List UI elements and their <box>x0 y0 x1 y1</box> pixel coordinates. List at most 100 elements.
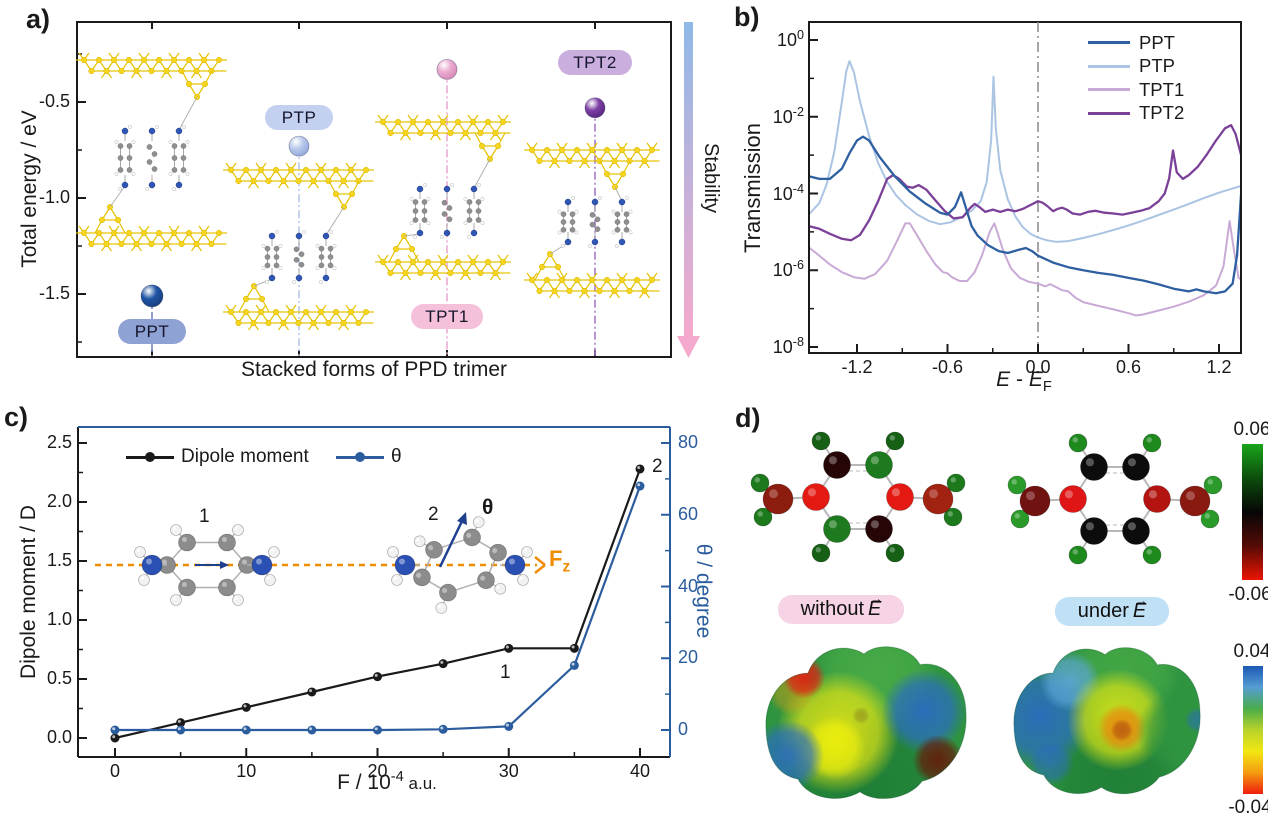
x-tick-label: 20 <box>367 761 388 781</box>
legend-item-theta: θ <box>336 446 402 468</box>
y-left-tick-label: 0.0 <box>46 727 72 747</box>
x-tick-label: 0.0 <box>1025 357 1051 377</box>
energy-marker-TPT1 <box>436 58 458 80</box>
stability-label: Stability <box>700 142 722 214</box>
pill-ppt: PPT <box>118 319 186 344</box>
esp-surface-under-field <box>1013 647 1201 794</box>
panel-c-plot <box>77 426 671 758</box>
curve-dipole-moment <box>114 468 642 740</box>
panel-d: d) without E → under E → 0.06 -0.06 0.04 -0.… <box>730 400 1268 814</box>
theta-point <box>241 725 251 735</box>
legend-item-PTP: PTP <box>1088 55 1184 79</box>
y-tick-label: 10-4 <box>772 181 804 204</box>
annotation-fz: Fz <box>549 546 571 576</box>
junction-PPT <box>76 52 227 356</box>
energy-marker-TPT2 <box>584 97 606 119</box>
stability-arrow-shaft <box>684 22 693 336</box>
panel-b: b) Transmission E - EF PPT PTP TPT1 TPT2 -1… <box>730 0 1268 400</box>
legend-swatch <box>1088 41 1130 45</box>
annotation-mol-2: 2 <box>428 504 439 525</box>
inset-molecule <box>387 512 533 614</box>
y-tick-label: 100 <box>776 28 804 50</box>
curve-TPT2 <box>810 124 1240 242</box>
annotation-mol-1: 1 <box>199 506 210 527</box>
y-right-tick-label: 0 <box>678 719 689 739</box>
pill-tpt2: TPT2 <box>558 50 632 75</box>
y-left-tick-label: 0.5 <box>46 668 72 688</box>
panel-a-ylabel: Total energy / eV <box>18 110 41 268</box>
dipole-point <box>307 687 317 697</box>
annotation-theta: θ <box>482 496 494 519</box>
dipole-point <box>569 643 579 653</box>
y-right-tick-label: 20 <box>678 647 699 668</box>
y-left-tick-label: 2.5 <box>46 432 72 452</box>
molecule-without-field <box>750 431 966 563</box>
theta-point <box>176 725 186 735</box>
pill-ptp: PTP <box>265 105 333 130</box>
theta-point <box>569 660 579 670</box>
y-tick-label: -0.5 <box>38 91 70 111</box>
panel-b-xlabel: E - EF <box>996 368 1052 396</box>
y-tick-label: 10-2 <box>772 104 804 127</box>
y-left-tick-label: 1.5 <box>46 550 72 570</box>
dipole-point <box>635 464 645 474</box>
x-tick-label: 1.2 <box>1206 357 1232 377</box>
panel-b-label: b) <box>734 2 760 32</box>
pill-without-field: without E → <box>778 591 904 624</box>
legend-label: TPT2 <box>1139 102 1185 124</box>
panel-a-xlabel: Stacked forms of PPD trimer <box>240 358 508 381</box>
dipole-point <box>241 702 251 712</box>
panel-d-label: d) <box>735 403 761 433</box>
panel-c-xlabel: F / 10-4 a.u. <box>337 769 437 794</box>
molecule-under-field <box>1007 433 1223 565</box>
legend-label: PPT <box>1139 31 1175 53</box>
colorbar-esp-min: -0.04 <box>1228 797 1268 814</box>
pill-under-field: under E → <box>1055 593 1169 626</box>
colorbar-esp <box>1243 666 1263 794</box>
y-right-tick-label: 60 <box>678 503 699 524</box>
stability-arrow-head <box>677 336 700 358</box>
x-tick-label: 40 <box>629 761 651 781</box>
dipole-point <box>438 659 448 669</box>
junction-PTP <box>223 135 374 356</box>
panel-c: c) Dipole moment / D θ / degree F / 10-4… <box>0 400 730 814</box>
energy-marker-PTP <box>288 135 310 157</box>
legend-label: PTP <box>1139 55 1175 77</box>
panel-b-ylabel: Transmission <box>740 123 765 253</box>
y-tick-label: 10-8 <box>772 335 804 357</box>
colorbar-charge-min: -0.06 <box>1228 584 1268 605</box>
panel-b-plot <box>808 21 1242 354</box>
panel-b-legend: PPT PTP TPT1 TPT2 <box>1088 31 1184 125</box>
theta-point <box>504 721 514 731</box>
esp-surface-without-field <box>765 646 967 799</box>
legend-item-PPT: PPT <box>1088 31 1184 55</box>
y-left-tick-label: 1.0 <box>46 609 72 629</box>
y-right-tick-label: 80 <box>678 432 699 452</box>
x-tick-label: -1.2 <box>841 357 873 377</box>
legend-item-TPT2: TPT2 <box>1088 102 1184 126</box>
colorbar-charge-max: 0.06 <box>1233 419 1268 440</box>
panel-a-plot <box>76 21 700 358</box>
annotation-point-2: 2 <box>652 456 663 477</box>
theta-point <box>110 725 120 735</box>
dipole-point <box>504 643 514 653</box>
legend-swatch <box>1088 88 1130 92</box>
y-right-tick-label: 40 <box>678 575 699 596</box>
curve-TPT1 <box>810 220 1240 317</box>
junction-TPT2 <box>524 97 660 356</box>
panel-d-graphics <box>750 431 1263 800</box>
x-tick-label: -0.6 <box>931 357 964 377</box>
theta-point <box>307 725 317 735</box>
energy-marker-PPT <box>140 284 164 308</box>
inset-molecule <box>134 524 280 606</box>
x-tick-label: 10 <box>236 761 257 781</box>
y-left-tick-label: 2.0 <box>46 491 72 511</box>
panel-c-ylabel-left: Dipole moment / D <box>17 505 40 679</box>
legend-item-TPT1: TPT1 <box>1088 78 1184 102</box>
panel-a-label: a) <box>26 4 51 34</box>
curve-theta <box>115 485 642 732</box>
y-tick-label: -1.5 <box>38 283 70 303</box>
y-tick-label: -1.0 <box>38 187 70 207</box>
x-tick-label: 0 <box>109 761 120 781</box>
